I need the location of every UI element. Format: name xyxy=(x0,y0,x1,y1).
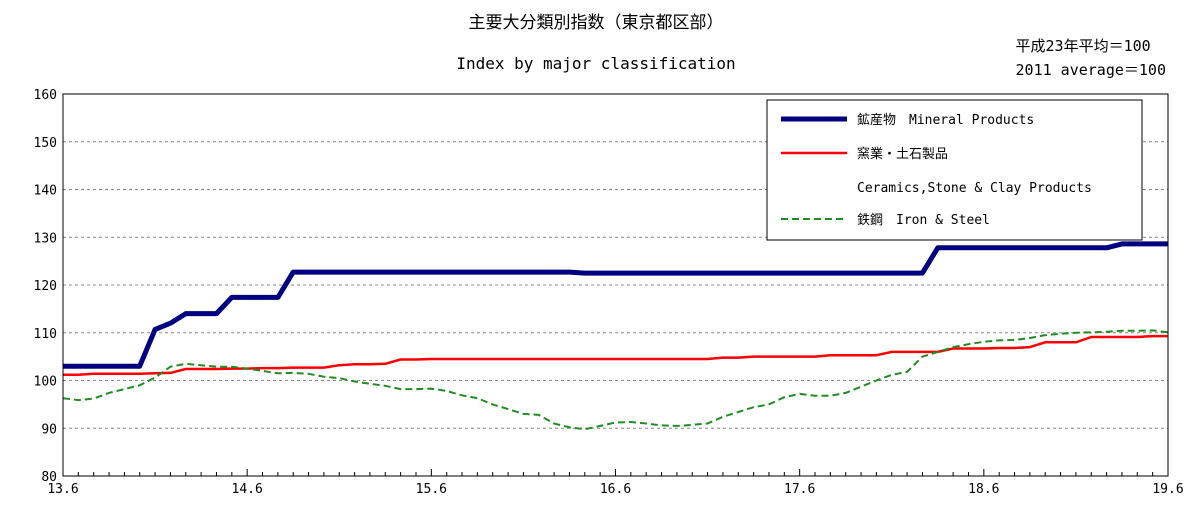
x-tick-label: 13.6 xyxy=(47,482,78,497)
legend-label: 鉱産物 Mineral Products xyxy=(857,112,1034,128)
series-line-2 xyxy=(62,329,1169,431)
x-tick-label: 19.6 xyxy=(1152,482,1183,497)
x-axis-ticks: 13.6 14.6 15.6 16.6 17.6 18.6 19.6 xyxy=(47,469,1184,497)
x-tick-label: 18.6 xyxy=(968,482,999,497)
x-tick-label: 15.6 xyxy=(416,482,447,497)
series-lines xyxy=(62,241,1169,431)
legend-label: 鉄鋼 Iron & Steel xyxy=(857,213,990,228)
base-note-en: 2011 average＝100 xyxy=(1015,61,1166,79)
y-axis-ticks: 80 90 100 110 120 130 140 150 160 xyxy=(34,88,57,485)
y-tick-label: 130 xyxy=(34,231,57,246)
y-tick-label: 120 xyxy=(34,279,57,294)
plot-frame xyxy=(62,93,1169,477)
legend: 鉱産物 Mineral Products 窯業・土石製品 Ceramics,Ston… xyxy=(766,99,1143,241)
y-tick-label: 110 xyxy=(34,327,57,342)
y-tick-label: 90 xyxy=(41,422,57,437)
y-tick-label: 140 xyxy=(34,184,57,199)
legend-label: Ceramics,Stone & Clay Products xyxy=(857,181,1092,196)
series-line-0 xyxy=(63,241,1168,369)
chart-subtitle: Index by major classification xyxy=(456,54,736,73)
base-note-jp: 平成23年平均＝100 xyxy=(1015,37,1151,55)
y-tick-label: 150 xyxy=(34,136,57,151)
legend-label: 窯業・土石製品 xyxy=(857,146,948,162)
series-line-1 xyxy=(63,334,1168,377)
chart-title: 主要大分類別指数（東京都区部） xyxy=(468,13,724,33)
x-tick-label: 16.6 xyxy=(600,482,631,497)
base-note: 平成23年平均＝100 2011 average＝100 xyxy=(1016,34,1166,82)
y-tick-label: 160 xyxy=(34,88,57,103)
y-tick-label: 80 xyxy=(41,470,57,485)
x-tick-label: 14.6 xyxy=(232,482,263,497)
legend-box xyxy=(766,99,1143,241)
y-tick-label: 100 xyxy=(34,375,57,390)
x-tick-label: 17.6 xyxy=(784,482,815,497)
